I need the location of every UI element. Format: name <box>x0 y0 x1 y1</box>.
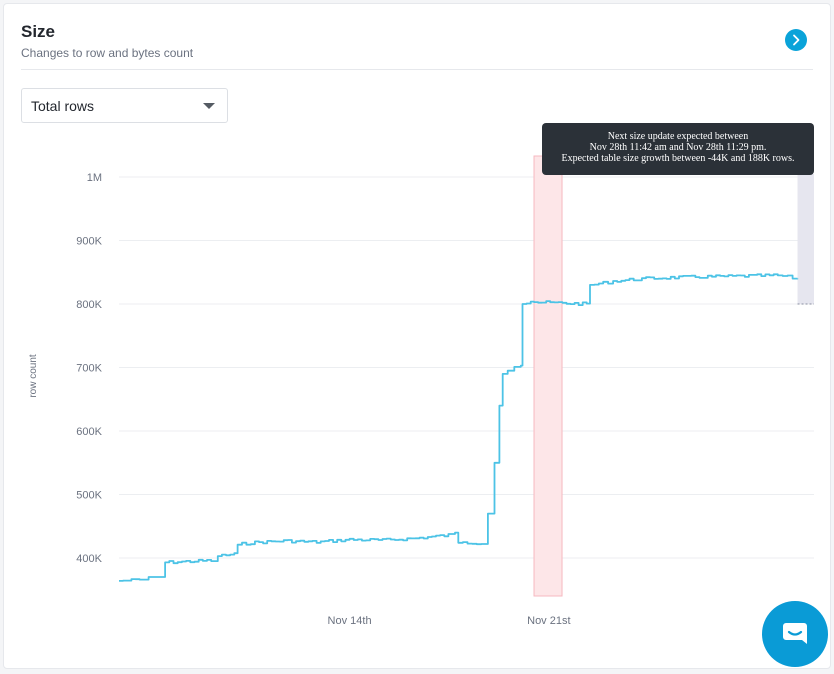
metric-select[interactable]: Total rows <box>21 88 228 123</box>
header-divider <box>21 69 813 70</box>
size-card: Size Changes to row and bytes count Tota… <box>3 3 831 669</box>
anomaly-band <box>533 155 563 597</box>
tooltip-line-1: Next size update expected between <box>607 131 749 142</box>
x-tick-label: Nov 21st <box>527 615 570 627</box>
tooltip-line-2: Nov 28th 11:42 am and Nov 28th 11:29 pm. <box>589 142 767 153</box>
row-count-chart: 1M 900K 800K 700K 600K 500K 400K Nov 14th Nov 21… <box>28 155 814 627</box>
caret-down-icon <box>203 103 215 109</box>
metric-select-value: Total rows <box>31 97 95 114</box>
y-tick-label: 900K <box>76 236 102 248</box>
card-title: Size <box>21 22 56 41</box>
y-tick-label: 700K <box>76 363 102 375</box>
y-tick-label: 400K <box>76 553 102 565</box>
chevron-right-icon <box>793 34 800 46</box>
card-header: Size Changes to row and bytes count <box>21 22 810 60</box>
chat-launcher-button[interactable] <box>762 601 828 667</box>
y-tick-label: 600K <box>76 426 102 438</box>
expand-button[interactable] <box>785 29 807 51</box>
y-axis-label: row count <box>28 354 39 398</box>
row-count-series-line <box>119 273 799 582</box>
tooltip-line-3: Expected table size growth between -44K … <box>561 153 795 164</box>
card-subtitle: Changes to row and bytes count <box>21 46 194 60</box>
y-tick-label: 1M <box>87 172 102 184</box>
forecast-band <box>797 174 814 304</box>
chat-icon <box>783 623 807 644</box>
y-tick-label: 800K <box>76 299 102 311</box>
forecast-tooltip: Next size update expected between Nov 28… <box>542 123 814 175</box>
x-tick-label: Nov 14th <box>328 615 372 627</box>
y-tick-label: 500K <box>76 490 102 502</box>
